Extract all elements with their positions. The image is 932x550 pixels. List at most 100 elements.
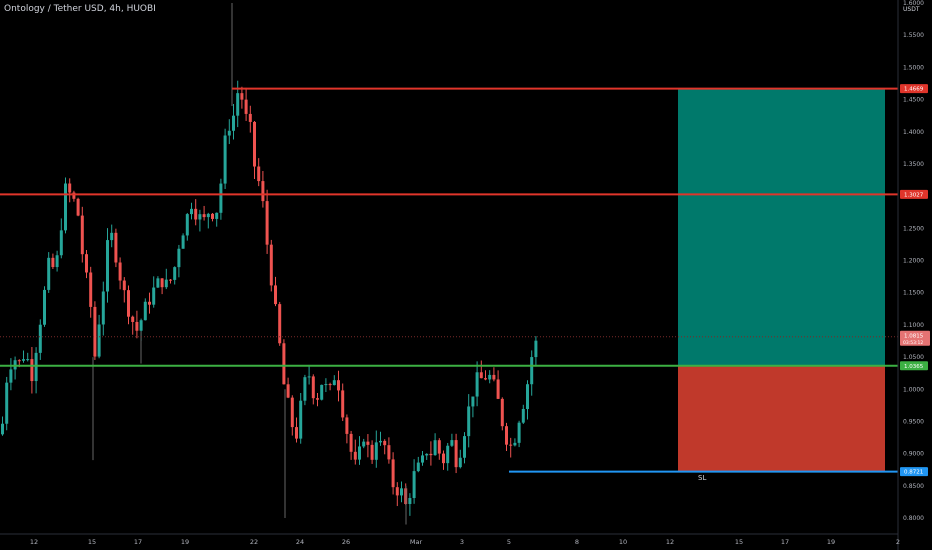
candle [475, 361, 479, 407]
candle-body [143, 301, 147, 321]
candle-body [311, 376, 315, 399]
level-support-badge-label: 1.0365 [904, 364, 924, 370]
candle [26, 352, 30, 362]
candle-body [517, 422, 521, 443]
price-tick-label: 1.0500 [903, 354, 924, 361]
candle [484, 370, 487, 381]
candle-body [215, 212, 219, 219]
candle-body [324, 384, 328, 386]
candle-body [253, 121, 256, 167]
candle [278, 301, 282, 346]
candle-body [303, 377, 307, 401]
candle [227, 119, 231, 145]
time-tick-label: 5 [507, 538, 511, 546]
candle-body [429, 453, 433, 456]
candle-body [395, 487, 399, 496]
candle-body [400, 488, 403, 496]
candle-body [383, 440, 387, 446]
candle-body [454, 440, 458, 468]
candle [47, 252, 51, 293]
candle [509, 437, 513, 458]
candle-body [135, 321, 139, 331]
level-resistance-badge-label: 1.3027 [904, 192, 924, 198]
candle-body [425, 453, 429, 456]
candle-body [492, 374, 496, 380]
candle-body [194, 208, 198, 220]
candle-body [341, 390, 345, 418]
candle-body [391, 459, 395, 488]
candle [34, 347, 38, 394]
candle [89, 266, 93, 318]
candle [526, 380, 529, 420]
candle-body [408, 498, 412, 504]
candle-body [467, 406, 471, 437]
level-stop-badge-label: 0.8721 [904, 470, 923, 476]
candle [374, 430, 378, 468]
candle [345, 414, 349, 444]
stop-loss-zone [678, 365, 885, 472]
candle-body [106, 240, 109, 292]
candle [282, 339, 286, 385]
candle [148, 292, 151, 314]
candle [152, 276, 156, 308]
candle-body [26, 359, 30, 361]
candle-body [345, 417, 349, 434]
candle [463, 432, 466, 464]
candle [110, 224, 114, 248]
time-tick-label: 2 [896, 538, 900, 546]
candle [505, 422, 508, 452]
candle [38, 319, 42, 360]
candle-body [328, 384, 332, 386]
candle-body [286, 384, 290, 398]
candle [118, 257, 122, 290]
candle [467, 394, 471, 448]
price-tick-label: 0.8500 [903, 483, 924, 490]
candle-body [164, 279, 168, 288]
candle-body [55, 255, 59, 268]
candle [181, 233, 185, 249]
candle [337, 370, 340, 402]
candle-body [93, 306, 97, 357]
candle [131, 315, 135, 335]
candle-body [114, 232, 118, 263]
candle [320, 384, 324, 401]
candle [198, 209, 202, 232]
candle [274, 276, 277, 307]
candle [358, 436, 361, 465]
time-tick-label: 3 [460, 538, 464, 546]
candle-body [299, 400, 303, 439]
level-stop-badge [900, 467, 928, 477]
price-tick-label: 0.8000 [903, 515, 924, 522]
candle-body [257, 166, 261, 182]
candle [366, 434, 370, 458]
candle [135, 310, 139, 339]
candle-body [450, 440, 454, 446]
candle [261, 171, 265, 208]
candle-body [248, 113, 252, 122]
candle [471, 396, 475, 418]
candle [446, 442, 450, 471]
candle [425, 453, 429, 460]
candle-body [5, 382, 9, 424]
candle-body [337, 380, 340, 391]
candle-body [240, 93, 244, 100]
candle [1, 416, 4, 436]
time-tick-label: 12 [30, 538, 38, 546]
candle-body [379, 440, 382, 443]
candle-body [211, 213, 214, 219]
candle [421, 450, 424, 466]
candle [173, 266, 177, 285]
candle [496, 370, 500, 400]
candle [257, 158, 261, 187]
level-resistance-badge-label: 1.4669 [904, 87, 924, 93]
candle-body [97, 324, 101, 357]
candle-body [479, 372, 483, 379]
candle-body [412, 471, 416, 499]
candle [169, 278, 172, 284]
candle-body [244, 99, 248, 114]
price-tick-label: 1.1000 [903, 322, 924, 329]
candle-body [265, 201, 269, 245]
candle [454, 433, 458, 474]
